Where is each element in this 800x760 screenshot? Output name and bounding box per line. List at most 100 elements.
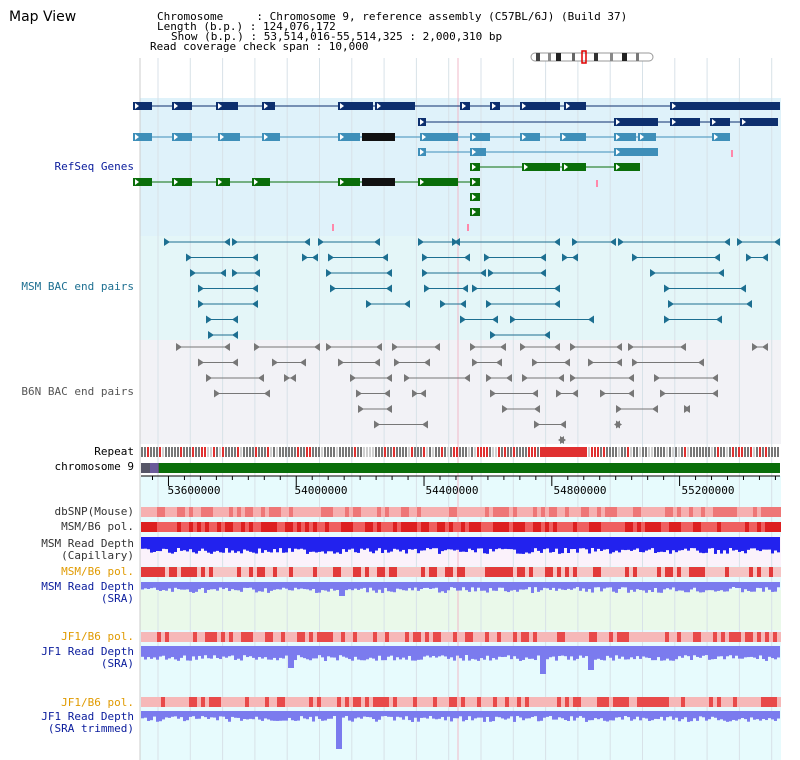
depth-bar xyxy=(261,711,264,721)
depth-bar xyxy=(291,711,294,721)
depth-bar xyxy=(636,711,639,717)
depth-bar xyxy=(573,582,576,589)
heat-cell xyxy=(345,507,349,517)
depth-bar xyxy=(435,537,438,549)
strand-arrow xyxy=(472,194,476,200)
b6n-bac-end xyxy=(464,374,470,382)
depth-bar xyxy=(309,537,312,552)
heat-cell xyxy=(717,567,721,577)
heat-cell xyxy=(581,507,585,517)
heat-cell xyxy=(593,632,597,642)
track-label-msm-b6-pol-2[interactable]: MSM/B6 pol. xyxy=(61,565,134,578)
depth-bar xyxy=(405,537,408,554)
depth-bar xyxy=(501,537,504,550)
heat-cell xyxy=(249,632,253,642)
heat-cell xyxy=(161,567,165,577)
b6n-bac-end xyxy=(558,436,564,444)
heat-cell xyxy=(525,632,529,642)
depth-bar xyxy=(621,646,624,657)
heat-cell xyxy=(485,522,489,532)
heat-cell xyxy=(473,522,477,532)
track-label-msm-bac[interactable]: MSM BAC end pairs xyxy=(21,280,134,293)
heat-cell xyxy=(629,697,633,707)
depth-bar xyxy=(369,646,372,658)
track-label-msm-b6-pol[interactable]: MSM/B6 pol. xyxy=(61,520,134,533)
depth-bar xyxy=(672,646,675,661)
heat-cell xyxy=(281,697,285,707)
depth-bar xyxy=(180,711,183,718)
depth-bar xyxy=(198,646,201,656)
depth-bar xyxy=(570,646,573,657)
repeat-element xyxy=(411,447,413,457)
heat-cell xyxy=(245,697,249,707)
heat-cell xyxy=(689,522,693,532)
track-label-jf1-depth-sra[interactable]: JF1 Read Depth xyxy=(41,645,134,658)
heat-cell xyxy=(361,522,365,532)
depth-bar xyxy=(408,537,411,550)
repeat-element xyxy=(513,447,515,457)
heat-cell xyxy=(773,522,777,532)
msm-bac-end xyxy=(714,253,720,262)
heat-cell xyxy=(473,507,477,517)
heat-cell xyxy=(485,567,489,577)
depth-bar xyxy=(429,711,432,717)
depth-bar xyxy=(207,646,210,659)
heat-cell xyxy=(693,632,697,642)
depth-bar xyxy=(651,582,654,592)
depth-bar xyxy=(702,537,705,554)
depth-bar xyxy=(222,711,225,717)
depth-bar xyxy=(279,582,282,590)
depth-bar xyxy=(267,537,270,552)
depth-bar xyxy=(216,646,219,658)
heat-cell xyxy=(309,567,313,577)
heat-cell xyxy=(417,522,421,532)
heat-cell xyxy=(661,522,665,532)
msm-bac-end xyxy=(588,315,594,324)
heat-cell xyxy=(301,567,305,577)
heat-cell xyxy=(321,522,325,532)
depth-bar xyxy=(618,646,621,659)
heat-cell xyxy=(573,507,577,517)
track-label-repeat[interactable]: Repeat xyxy=(94,445,134,458)
track-label-dbsnp[interactable]: dbSNP(Mouse) xyxy=(54,505,134,518)
depth-bar xyxy=(309,582,312,591)
heat-cell xyxy=(169,522,173,532)
depth-bar xyxy=(204,646,207,656)
heat-cell xyxy=(765,697,769,707)
heat-cell xyxy=(693,507,697,517)
gene-exon xyxy=(520,133,540,141)
heat-cell xyxy=(685,632,689,642)
heat-cell xyxy=(573,632,577,642)
gene-exon xyxy=(420,133,458,141)
depth-bar xyxy=(555,582,558,591)
repeat-element xyxy=(324,447,326,457)
heat-cell xyxy=(377,522,381,532)
depth-bar xyxy=(177,711,180,719)
depth-bar xyxy=(147,711,150,721)
track-label-msm-depth-capillary[interactable]: MSM Read Depth xyxy=(41,537,134,550)
depth-bar xyxy=(267,582,270,593)
depth-bar xyxy=(357,537,360,553)
heat-cell xyxy=(349,567,353,577)
track-label-jf1-b6-pol[interactable]: JF1/B6 pol. xyxy=(61,630,134,643)
chromosome-ideogram[interactable] xyxy=(530,50,654,64)
depth-bar xyxy=(633,582,636,592)
depth-bar xyxy=(435,711,438,720)
track-label-b6n-bac[interactable]: B6N BAC end pairs xyxy=(21,385,134,398)
heat-cell xyxy=(609,522,613,532)
track-label-jf1-depth-trimmed[interactable]: JF1 Read Depth xyxy=(41,710,134,723)
msm-bac-end xyxy=(554,238,560,246)
heat-cell xyxy=(549,632,553,642)
heat-cell xyxy=(241,567,245,577)
depth-bar xyxy=(180,582,183,590)
track-label-msm-depth-sra[interactable]: MSM Read Depth xyxy=(41,580,134,593)
track-label-refseq[interactable]: RefSeq Genes xyxy=(54,160,134,173)
heat-cell xyxy=(377,697,381,707)
msm-bac-end xyxy=(650,269,656,277)
repeat-element xyxy=(525,447,527,457)
depth-bar xyxy=(639,537,642,553)
depth-bar xyxy=(504,537,507,549)
heat-cell xyxy=(753,567,757,577)
heat-cell xyxy=(617,697,621,707)
track-label-jf1-b6-pol-2[interactable]: JF1/B6 pol. xyxy=(61,696,134,709)
